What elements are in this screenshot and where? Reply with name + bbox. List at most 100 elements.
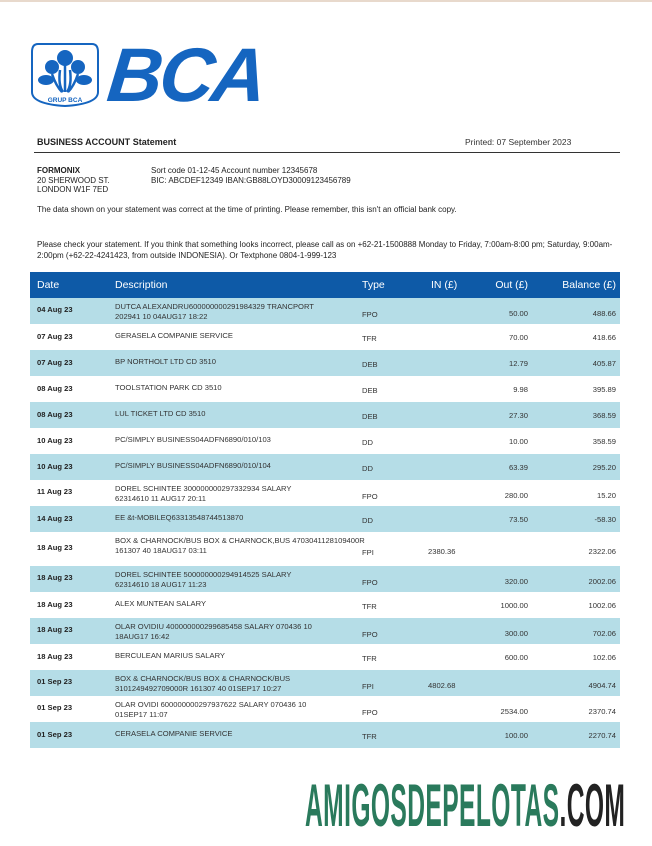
table-body: 04 Aug 23 DUTCA ALEXANDRU6000000002919843…	[30, 298, 620, 748]
cell-balance: 102.06	[592, 653, 616, 662]
cell-type: DEB	[362, 412, 378, 421]
col-in: IN (£)	[431, 279, 458, 291]
description-line: BP NORTHOLT LTD CD 3510	[115, 357, 217, 366]
cell-balance: -58.30	[594, 515, 616, 524]
description-line: 62314610 18 AUG17 11:23	[115, 580, 207, 589]
cell-balance: 702.06	[592, 629, 616, 638]
description-line: DOREL SCHINTEE 300000000297332934 SALARY	[115, 484, 292, 493]
table-row: 08 Aug 23 LUL TICKET LTD CD 3510 DEB 27.30 3…	[30, 402, 620, 428]
cell-out: 50.00	[508, 309, 528, 318]
accuracy-note: The data shown on your statement was cor…	[37, 205, 457, 214]
title-bold: BUSINESS ACCOUNT	[37, 137, 131, 147]
cell-in: 4802.68	[428, 681, 456, 690]
description-line: 161307 40 18AUG17 03:11	[115, 546, 207, 555]
cell-out: 73.50	[508, 515, 528, 524]
col-type: Type	[362, 279, 385, 291]
table-row: 01 Sep 23 OLAR OVIDI 600000000297937622 S…	[30, 696, 620, 722]
description-line: BOX & CHARNOCK/BUS BOX & CHARNOCK,BUS 47…	[115, 536, 365, 545]
cell-type: DD	[362, 516, 373, 525]
svg-text:GRUP BCA: GRUP BCA	[48, 97, 83, 104]
cell-description: BOX & CHARNOCK/BUS BOX & CHARNOCK/BUS 310…	[115, 674, 290, 694]
cell-type: DEB	[362, 360, 378, 369]
cell-type: FPI	[362, 682, 374, 691]
description-line: PC/SIMPLY BUSINESS04ADFN6890/010/103	[115, 435, 271, 444]
customer-name: FORMONIX	[37, 166, 81, 175]
description-line: LUL TICKET LTD CD 3510	[115, 409, 206, 418]
table-row: 18 Aug 23 ALEX MUNTEAN SALARY TFR 1000.00 10…	[30, 592, 620, 618]
description-line: OLAR OVIDIU 400000000299685458 SALARY 07…	[115, 622, 312, 631]
watermark: AMIGOSDEPELOTAS.COM	[305, 776, 628, 836]
cell-date: 10 Aug 23	[37, 462, 73, 471]
cell-out: 63.39	[508, 463, 528, 472]
cell-balance: 2322.06	[588, 547, 616, 556]
cell-type: FPO	[362, 708, 378, 717]
description-line: 01SEP17 11:07	[115, 710, 168, 719]
table-row: 18 Aug 23 BERCULEAN MARIUS SALARY TFR 600.0…	[30, 644, 620, 670]
check-statement-note: Please check your statement. If you thin…	[37, 240, 613, 260]
watermark-suffix: .COM	[559, 772, 626, 839]
cell-description: LUL TICKET LTD CD 3510	[115, 409, 205, 419]
cell-balance: 295.20	[592, 463, 616, 472]
description-line: BERCULEAN MARIUS SALARY	[115, 651, 226, 660]
description-line: BOX & CHARNOCK/BUS BOX & CHARNOCK/BUS	[115, 674, 291, 683]
table-row: 04 Aug 23 DUTCA ALEXANDRU6000000002919843…	[30, 298, 620, 324]
cell-type: FPO	[362, 492, 378, 501]
bca-emblem-logo: GRUP BCA	[31, 43, 99, 108]
cell-balance: 358.59	[592, 437, 616, 446]
description-line: DUTCA ALEXANDRU600000000291984329 TRANCP…	[115, 302, 314, 311]
cell-date: 01 Sep 23	[37, 703, 73, 712]
cell-out: 320.00	[504, 577, 528, 586]
cell-out: 70.00	[508, 333, 528, 342]
description-line: OLAR OVIDI 600000000297937622 SALARY 070…	[115, 700, 307, 709]
table-row: 14 Aug 23 EE &t-MOBILEQ63313548744513870 D…	[30, 506, 620, 532]
table-row: 01 Sep 23 BOX & CHARNOCK/BUS BOX & CHARNO…	[30, 670, 620, 696]
cell-description: CERASELA COMPANIE SERVICE	[115, 729, 232, 739]
cell-date: 11 Aug 23	[37, 487, 73, 496]
address-line-2: LONDON W1F 7ED	[37, 185, 109, 194]
cell-date: 18 Aug 23	[37, 625, 73, 634]
description-line: 62314610 11 AUG17 20:11	[115, 494, 206, 503]
description-line: PC/SIMPLY BUSINESS04ADFN6890/010/104	[115, 461, 271, 470]
cell-out: 2534.00	[500, 707, 528, 716]
cell-description: PC/SIMPLY BUSINESS04ADFN6890/010/103	[115, 435, 271, 445]
cell-date: 18 Aug 23	[37, 652, 73, 661]
cell-description: OLAR OVIDIU 400000000299685458 SALARY 07…	[115, 622, 312, 642]
cell-date: 01 Sep 23	[37, 730, 73, 739]
cell-out: 600.00	[504, 653, 528, 662]
cell-description: BP NORTHOLT LTD CD 3510	[115, 357, 216, 367]
cell-date: 04 Aug 23	[37, 305, 73, 314]
customer-address: FORMONIX 20 SHERWOOD ST. LONDON W1F 7ED	[37, 166, 110, 195]
printed-date: Printed: 07 September 2023	[465, 137, 572, 147]
cell-description: DUTCA ALEXANDRU600000000291984329 TRANCP…	[115, 302, 314, 322]
table-row: 18 Aug 23 OLAR OVIDIU 400000000299685458 …	[30, 618, 620, 644]
cell-balance: 488.66	[592, 309, 616, 318]
table-row: 01 Sep 23 CERASELA COMPANIE SERVICE TFR 100…	[30, 722, 620, 748]
description-line: TOOLSTATION PARK CD 3510	[115, 383, 222, 392]
cell-description: EE &t-MOBILEQ63313548744513870	[115, 513, 243, 523]
col-date: Date	[37, 279, 60, 291]
cell-date: 07 Aug 23	[37, 358, 73, 367]
cell-balance: 1002.06	[588, 601, 616, 610]
cell-balance: 2270.74	[588, 731, 616, 740]
cell-out: 1000.00	[500, 601, 528, 610]
cell-type: DEB	[362, 386, 378, 395]
cell-type: FPO	[362, 578, 378, 587]
cell-balance: 15.20	[596, 491, 616, 500]
cell-description: OLAR OVIDI 600000000297937622 SALARY 070…	[115, 700, 306, 720]
cell-date: 18 Aug 23	[37, 543, 73, 552]
table-header: Date Description Type IN (£) Out (£) Bal…	[30, 272, 620, 298]
cell-type: DD	[362, 438, 373, 447]
top-border	[0, 0, 652, 2]
table-row: 18 Aug 23 DOREL SCHINTEE 5000000002949145…	[30, 566, 620, 592]
cell-balance: 395.89	[592, 385, 616, 394]
address-line-1: 20 SHERWOOD ST.	[37, 175, 110, 185]
col-balance: Balance (£)	[562, 279, 616, 291]
cell-date: 18 Aug 23	[37, 573, 73, 582]
cell-out: 300.00	[504, 629, 528, 638]
cell-out: 9.98	[513, 385, 528, 394]
cell-type: DD	[362, 464, 373, 473]
header-divider	[34, 152, 620, 153]
cell-description: DOREL SCHINTEE 500000000294914525 SALARY…	[115, 570, 291, 590]
cell-balance: 405.87	[592, 359, 616, 368]
cell-balance: 368.59	[592, 411, 616, 420]
